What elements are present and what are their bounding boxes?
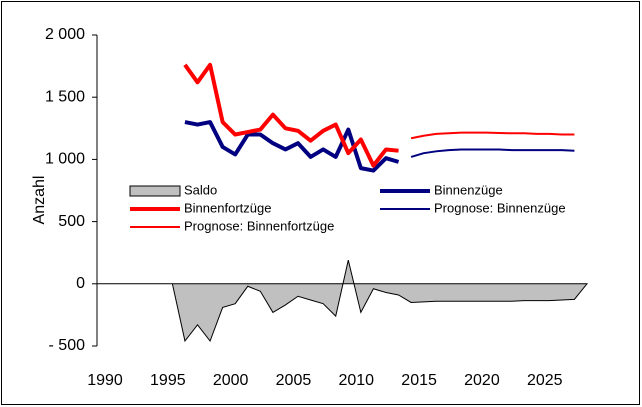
legend: Saldo Binnenzüge Binnenfortzüge Prognose: B… (128, 180, 610, 236)
x-tick-label: 2015 (401, 372, 437, 389)
line (410, 131, 575, 140)
x-tick-label: 2025 (527, 372, 563, 389)
y-tick-label: 2 000 (45, 26, 85, 43)
y-tick-label: 1 000 (45, 151, 85, 168)
x-tick-label: 1995 (150, 372, 186, 389)
x-tick-label: 2020 (464, 372, 500, 389)
area (97, 260, 589, 343)
legend-label: Saldo (184, 182, 217, 197)
legend-box (128, 180, 610, 236)
line (184, 120, 400, 173)
legend-label: Binnenzüge (434, 182, 503, 197)
y-axis-label: Anzahl (31, 176, 48, 225)
legend-label: Binnenfortzüge (184, 200, 271, 215)
legend-label: Prognose: Binnenfortzüge (184, 218, 334, 233)
y-tick-label: 500 (58, 213, 85, 230)
y-tick-label: 1 500 (45, 88, 85, 105)
legend-label: Prognose: Binnenzüge (434, 200, 566, 215)
x-tick-label: 1990 (87, 372, 123, 389)
x-tick-label: 2005 (276, 372, 312, 389)
y-tick-label: - 500 (49, 337, 86, 354)
y-tick-label: 0 (76, 275, 85, 292)
x-tick-label: 2010 (338, 372, 374, 389)
line (183, 62, 399, 168)
x-tick-label: 2000 (213, 372, 249, 389)
legend-swatch (129, 185, 181, 197)
line (410, 148, 575, 158)
